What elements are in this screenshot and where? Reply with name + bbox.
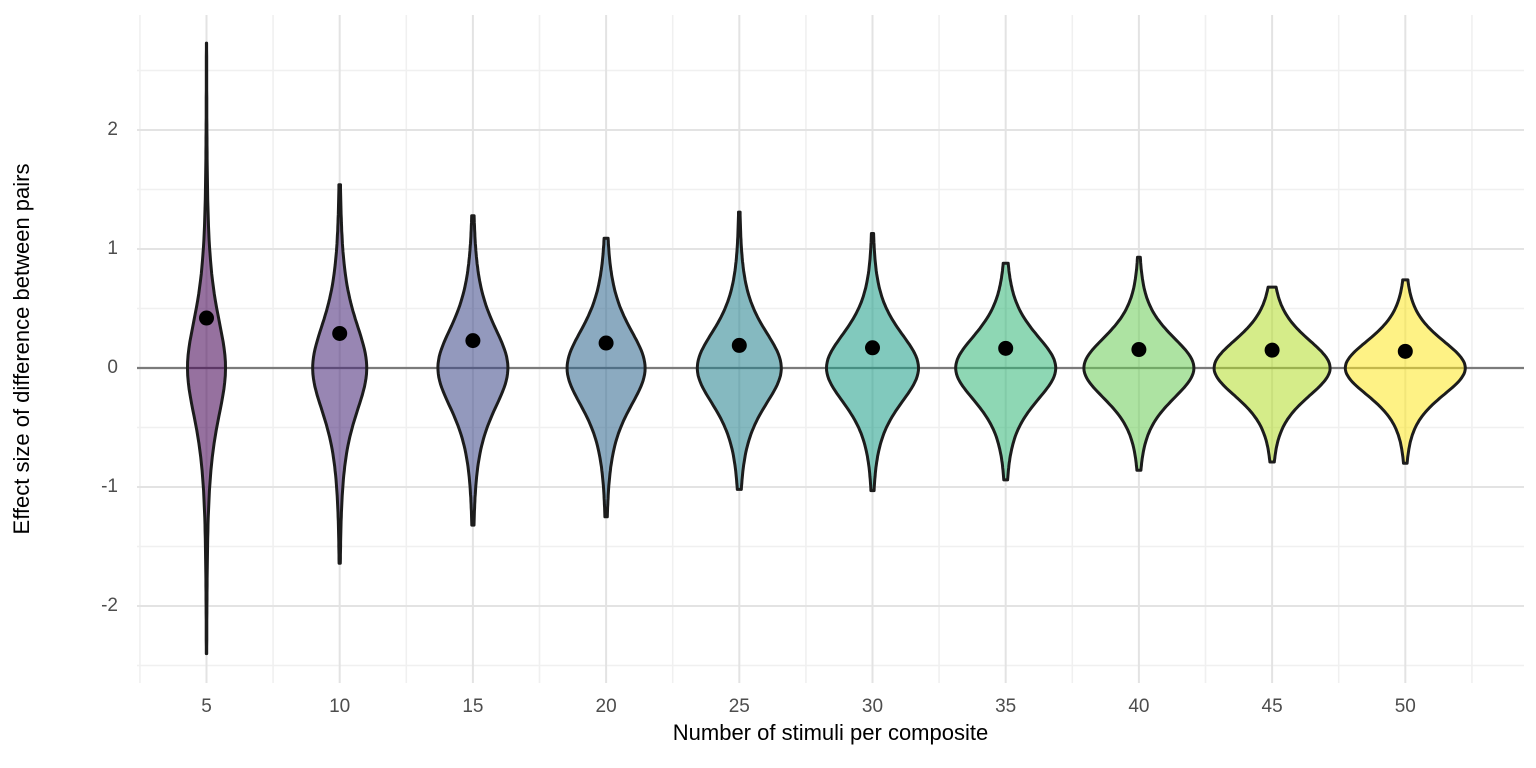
y-tick-label: 1 bbox=[107, 238, 118, 259]
mean-point bbox=[1131, 342, 1147, 358]
y-tick-label: -2 bbox=[101, 595, 118, 616]
violin-shape bbox=[954, 261, 1058, 482]
x-tick-label: 10 bbox=[329, 696, 351, 717]
y-tick-label: 2 bbox=[107, 119, 118, 140]
y-tick-label: 0 bbox=[107, 357, 118, 378]
x-tick-label: 5 bbox=[201, 696, 212, 717]
mean-point bbox=[332, 325, 348, 341]
violin-shape bbox=[186, 41, 227, 656]
x-tick-label: 30 bbox=[861, 696, 884, 717]
x-tick-label: 50 bbox=[1394, 696, 1416, 717]
x-tick-label: 15 bbox=[462, 696, 484, 717]
violin-shape bbox=[436, 214, 510, 527]
violin-shape bbox=[1212, 285, 1332, 464]
x-axis-title: Number of stimuli per composite bbox=[672, 720, 989, 745]
x-tick-label: 25 bbox=[728, 696, 750, 717]
mean-point bbox=[465, 333, 481, 349]
mean-point bbox=[598, 335, 614, 351]
mean-point bbox=[865, 340, 880, 356]
x-tick-label: 40 bbox=[1128, 696, 1150, 717]
violin-shape bbox=[825, 232, 920, 493]
x-tick-label: 20 bbox=[595, 696, 617, 717]
mean-point bbox=[199, 310, 214, 326]
violin-shape bbox=[565, 236, 647, 519]
mean-point bbox=[1264, 342, 1280, 358]
mean-point bbox=[731, 337, 747, 353]
mean-point bbox=[1397, 343, 1413, 359]
y-tick-label: -1 bbox=[101, 476, 118, 497]
x-tick-label: 35 bbox=[995, 696, 1017, 717]
violin-shape bbox=[311, 183, 369, 565]
mean-point bbox=[998, 340, 1014, 356]
violin-shape bbox=[1343, 278, 1467, 465]
violin-shape bbox=[1082, 255, 1196, 472]
x-tick-label: 45 bbox=[1261, 696, 1283, 717]
